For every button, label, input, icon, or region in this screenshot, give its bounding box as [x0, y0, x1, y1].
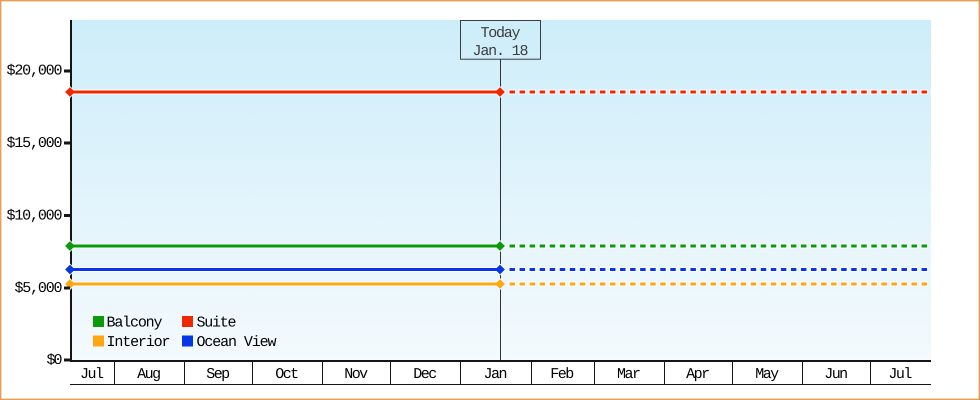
- svg-text:Dec: Dec: [413, 366, 437, 383]
- svg-text:Jan. 18: Jan. 18: [473, 43, 529, 60]
- svg-text:Ocean View: Ocean View: [197, 334, 277, 351]
- svg-text:Jul: Jul: [80, 366, 104, 383]
- svg-text:Jul: Jul: [888, 366, 912, 383]
- svg-text:Sep: Sep: [206, 366, 230, 383]
- svg-text:Suite: Suite: [197, 315, 237, 332]
- svg-text:$0: $0: [47, 352, 63, 369]
- svg-text:Apr: Apr: [686, 366, 710, 383]
- svg-text:May: May: [755, 366, 779, 383]
- svg-text:$15,000: $15,000: [7, 135, 63, 152]
- svg-text:$10,000: $10,000: [7, 208, 63, 225]
- svg-text:$20,000: $20,000: [7, 63, 63, 80]
- svg-text:Jan: Jan: [484, 366, 508, 383]
- svg-text:Oct: Oct: [275, 366, 299, 383]
- svg-text:Nov: Nov: [344, 366, 368, 383]
- svg-text:Mar: Mar: [617, 366, 641, 383]
- svg-text:Jun: Jun: [824, 366, 848, 383]
- svg-text:Today: Today: [481, 25, 521, 42]
- svg-text:Interior: Interior: [107, 334, 171, 351]
- svg-text:Feb: Feb: [550, 366, 574, 383]
- svg-text:Balcony: Balcony: [107, 315, 163, 332]
- svg-text:Aug: Aug: [137, 366, 161, 383]
- svg-text:$5,000: $5,000: [15, 280, 63, 297]
